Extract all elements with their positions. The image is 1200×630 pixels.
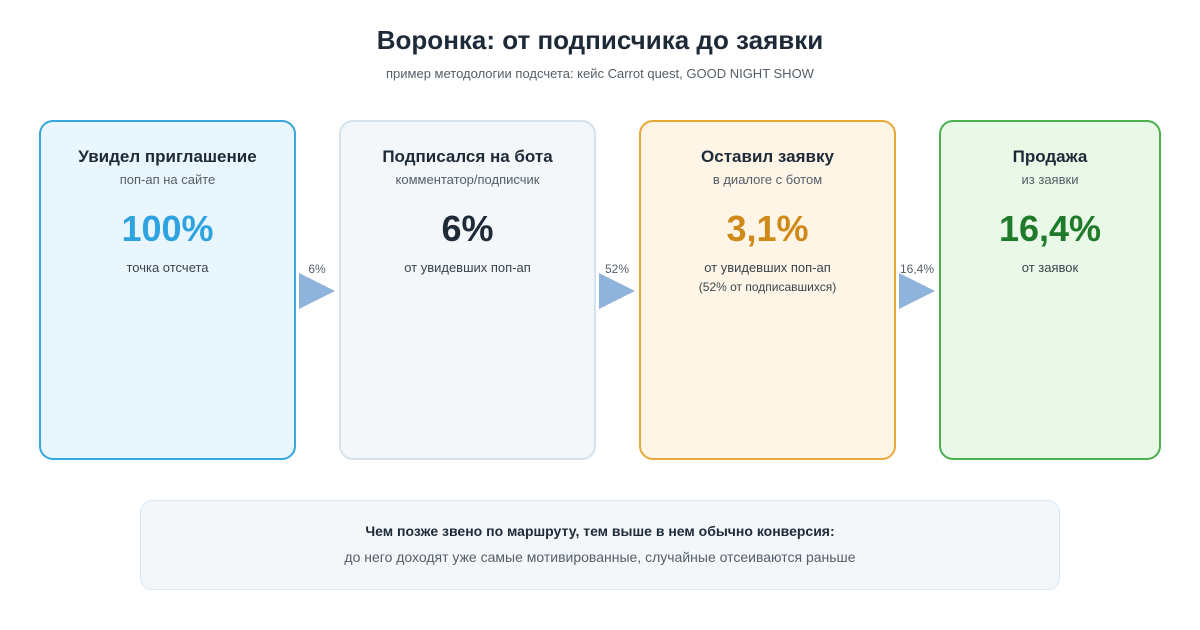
stage-card-sale: Продажа из заявки 16,4% от заявок bbox=[939, 120, 1161, 460]
stage-note-secondary: (52% от подписавшихся) bbox=[698, 280, 837, 294]
arrow-right-icon bbox=[599, 273, 635, 309]
page-subtitle: пример методологии подсчета: кейс Carrot… bbox=[386, 66, 814, 81]
stage-title: Увидел приглашение bbox=[78, 147, 257, 166]
stage-note: точка отсчета bbox=[126, 260, 209, 275]
transition-label: 6% bbox=[308, 262, 326, 276]
page-title: Воронка: от подписчика до заявки bbox=[376, 25, 824, 55]
stage-note: от увидевших поп-ап bbox=[704, 260, 831, 275]
stage-note: от заявок bbox=[1021, 260, 1079, 275]
transition-label: 52% bbox=[604, 262, 630, 276]
stage-value: 100% bbox=[121, 208, 214, 249]
stage-title: Продажа bbox=[1012, 147, 1088, 166]
stage-card-saw-invitation: Увидел приглашение поп-ап на сайте 100% … bbox=[39, 120, 296, 460]
stage-title: Подписался на бота bbox=[382, 147, 553, 166]
stage-value: 6% bbox=[441, 208, 494, 249]
stage-value: 3,1% bbox=[726, 208, 809, 249]
stage-subtitle: комментатор/подписчик bbox=[395, 172, 540, 187]
footnote-box: Чем позже звено по маршруту, тем выше в … bbox=[140, 500, 1060, 590]
stage-subtitle: в диалоге с ботом bbox=[712, 172, 823, 187]
stage-card-left-request: Оставил заявку в диалоге с ботом 3,1% от… bbox=[639, 120, 896, 460]
stage-subtitle: из заявки bbox=[1021, 172, 1079, 187]
footnote-text: до него доходят уже самые мотивированные… bbox=[344, 549, 856, 565]
stage-subtitle: поп-ап на сайте bbox=[119, 172, 216, 187]
stage-value: 16,4% bbox=[998, 208, 1102, 249]
transition-arrow-1: 6% bbox=[297, 262, 341, 312]
transition-arrow-2: 52% bbox=[597, 262, 641, 312]
stage-title: Оставил заявку bbox=[701, 147, 834, 166]
footnote-heading: Чем позже звено по маршруту, тем выше в … bbox=[365, 523, 835, 539]
transition-label: 16,4% bbox=[899, 262, 935, 276]
arrow-right-icon bbox=[899, 273, 935, 309]
transition-arrow-3: 16,4% bbox=[897, 262, 941, 312]
stage-card-subscribed: Подписался на бота комментатор/подписчик… bbox=[339, 120, 596, 460]
arrow-right-icon bbox=[299, 273, 335, 309]
stage-note: от увидевших поп-ап bbox=[404, 260, 531, 275]
